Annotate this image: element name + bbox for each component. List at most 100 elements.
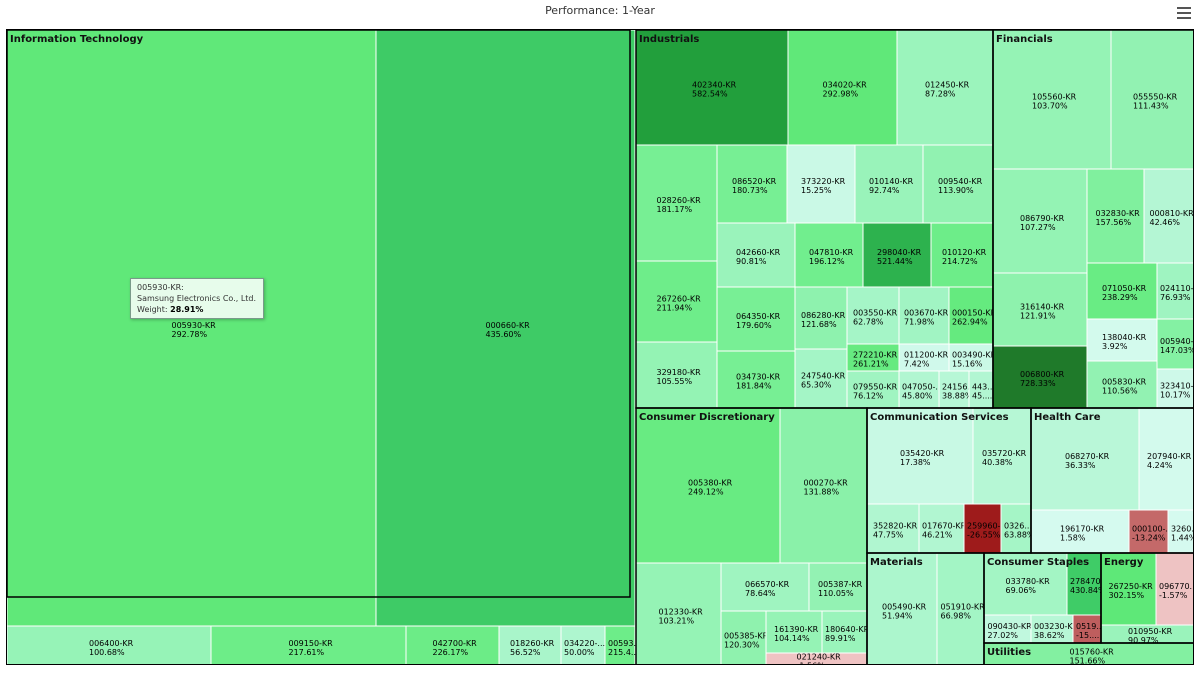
tile-rect[interactable] bbox=[846, 286, 900, 345]
tile-rect[interactable] bbox=[1155, 552, 1193, 626]
tile-0326[interactable]: 0326...63.88% bbox=[1000, 503, 1035, 554]
tile-rect[interactable] bbox=[866, 552, 938, 664]
tile-rect[interactable] bbox=[635, 341, 718, 409]
tile-rect[interactable] bbox=[1110, 30, 1193, 170]
tile-rect[interactable] bbox=[604, 625, 636, 664]
tile-rect[interactable] bbox=[968, 370, 994, 409]
tile-rect[interactable] bbox=[635, 144, 718, 262]
hamburger-menu-icon[interactable] bbox=[1176, 4, 1192, 20]
tile-rect[interactable] bbox=[716, 144, 788, 224]
tile-rect[interactable] bbox=[716, 350, 796, 409]
tile-rect[interactable] bbox=[866, 503, 920, 554]
tile-rect[interactable] bbox=[635, 30, 789, 146]
tile-rect[interactable] bbox=[1030, 509, 1130, 554]
tile-rect[interactable] bbox=[862, 222, 932, 288]
tile-rect[interactable] bbox=[1156, 368, 1193, 409]
tile-0519[interactable]: 0519...-15.... bbox=[1072, 614, 1104, 644]
tile-rect[interactable] bbox=[635, 407, 781, 564]
tile-196170-kr[interactable]: 196170-KR1.58% bbox=[1030, 509, 1130, 554]
tile-rect[interactable] bbox=[1072, 614, 1102, 644]
tile-rect[interactable] bbox=[896, 30, 994, 146]
tile-rect[interactable] bbox=[794, 222, 864, 288]
tile-rect[interactable] bbox=[808, 562, 868, 612]
tile-rect[interactable] bbox=[992, 168, 1088, 274]
tile-000100[interactable]: 000100-...-13.24% bbox=[1128, 509, 1173, 554]
tile-rect[interactable] bbox=[787, 30, 898, 146]
tile-00593[interactable]: 00593...215.4... bbox=[604, 625, 641, 664]
tile-rect[interactable] bbox=[716, 222, 796, 288]
tile-207940-kr[interactable]: 207940-KR4.24% bbox=[1138, 407, 1193, 511]
tile-138040-kr[interactable]: 138040-KR3.92% bbox=[1086, 318, 1158, 362]
tile-3260[interactable]: 3260...1.44% bbox=[1167, 509, 1193, 554]
tile-rect[interactable] bbox=[635, 260, 718, 343]
tile-rect[interactable] bbox=[930, 222, 994, 288]
tile-047050[interactable]: 047050-...45.80% bbox=[898, 370, 943, 409]
tile-rect[interactable] bbox=[720, 562, 810, 612]
tile-rect[interactable] bbox=[7, 625, 212, 664]
tile-rect[interactable] bbox=[720, 610, 767, 664]
tile-096770[interactable]: 096770...-1.57% bbox=[1155, 552, 1193, 626]
tile-rect[interactable] bbox=[716, 286, 796, 352]
tile-rect[interactable] bbox=[7, 30, 377, 627]
tile-rect[interactable] bbox=[1167, 509, 1193, 554]
tile-rect[interactable] bbox=[405, 625, 500, 664]
tile-rect[interactable] bbox=[794, 286, 848, 350]
tile-021240-kr[interactable]: 021240-KR-1.56% bbox=[765, 652, 868, 665]
tile-rect[interactable] bbox=[210, 625, 407, 664]
tile-443[interactable]: 443...45.... bbox=[968, 370, 995, 409]
tile-rect[interactable] bbox=[1143, 168, 1193, 264]
tile-rect[interactable] bbox=[1156, 318, 1193, 370]
tile-011200-kr[interactable]: 011200-KR7.42% bbox=[898, 343, 950, 372]
tile-rect[interactable] bbox=[560, 625, 606, 664]
tile-024110[interactable]: 024110-...76.93% bbox=[1156, 262, 1193, 320]
